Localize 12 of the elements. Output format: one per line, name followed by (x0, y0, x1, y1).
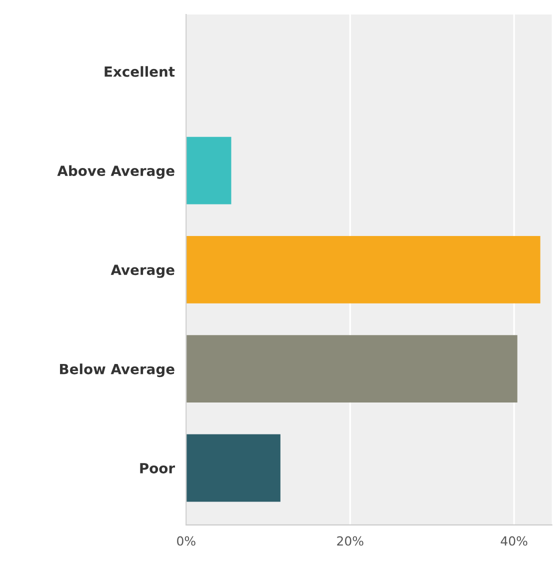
y-tick-label: Above Average (57, 165, 174, 179)
x-tick-label: 20% (337, 536, 364, 546)
bar (186, 136, 232, 204)
y-tick-label: Excellent (104, 66, 175, 77)
x-tick-label: 0% (177, 536, 196, 546)
y-tick-label: Poor (140, 463, 175, 474)
bar (186, 236, 540, 304)
bar (186, 335, 518, 403)
y-tick-label: Average (110, 264, 174, 278)
y-tick-label: Below Average (60, 364, 174, 378)
bar (186, 434, 280, 502)
x-tick-label: 40% (500, 536, 528, 546)
